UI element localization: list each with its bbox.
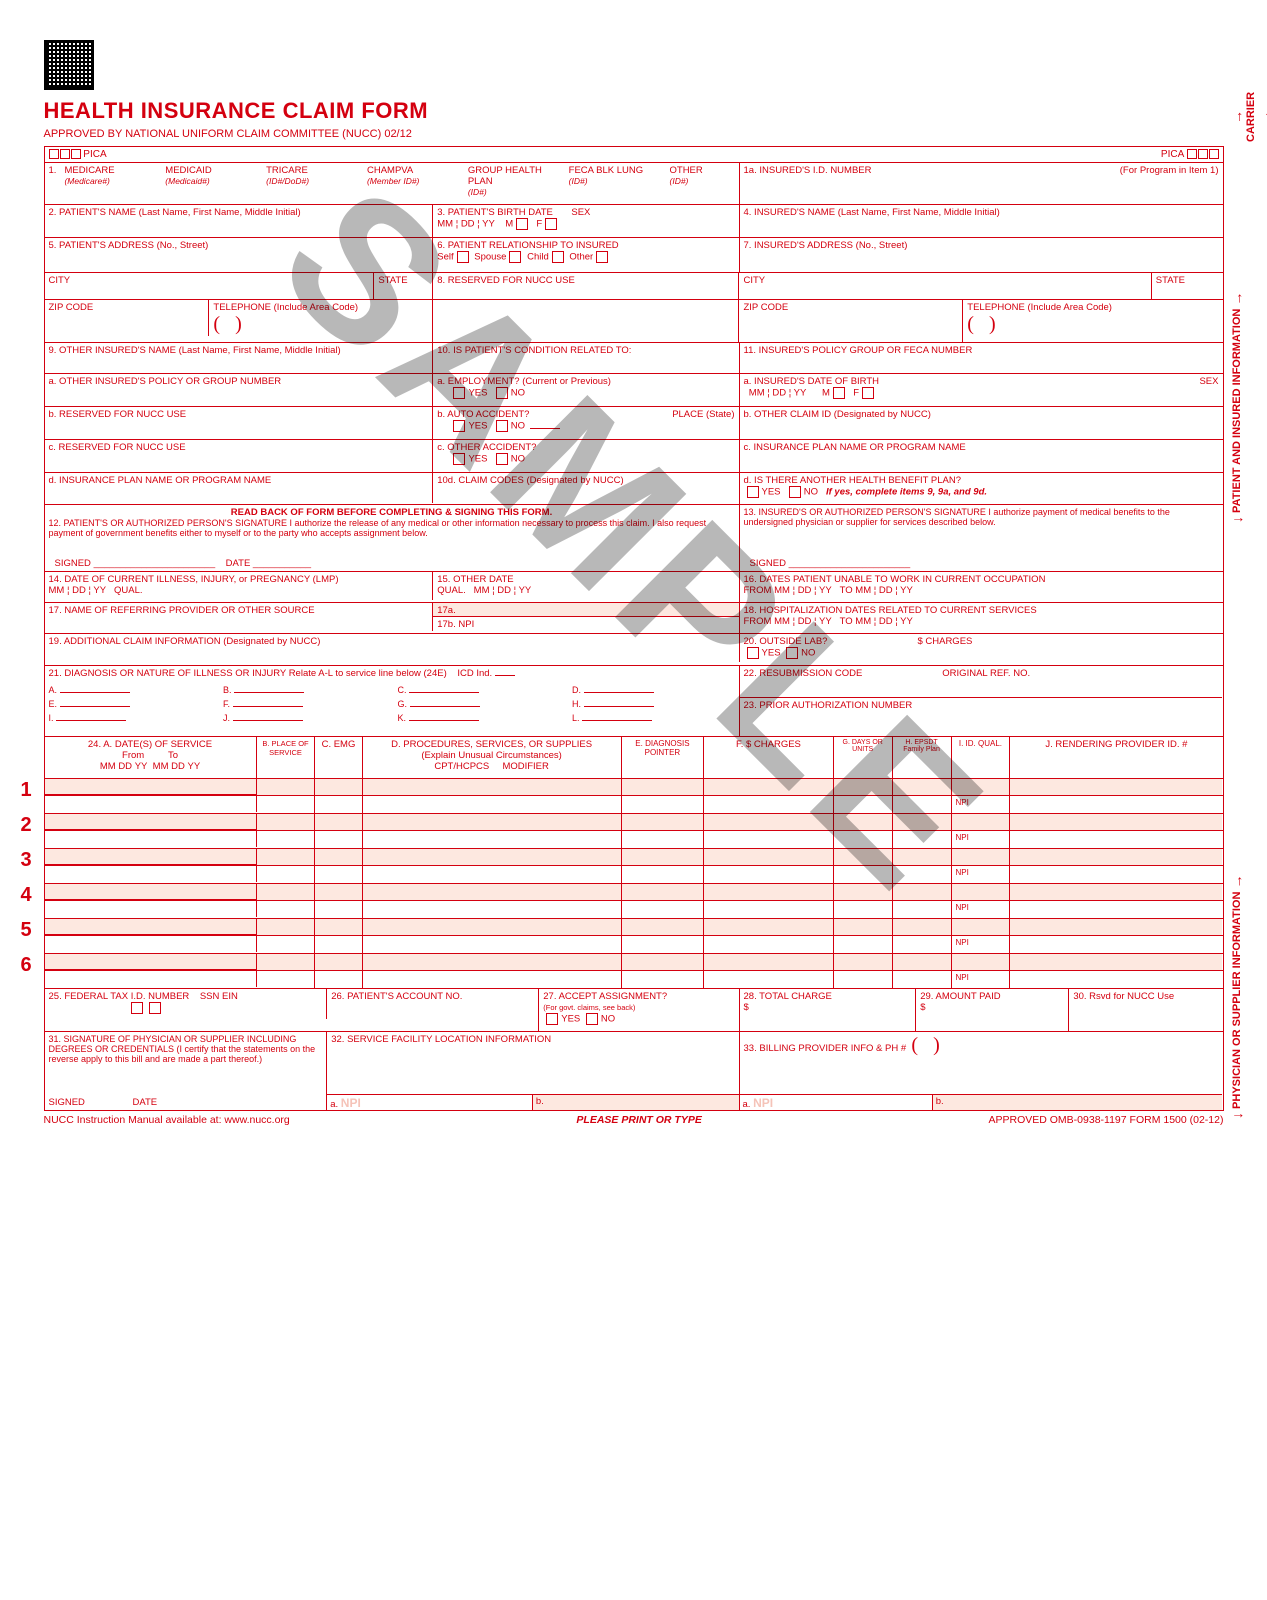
diag-field[interactable]: J.	[223, 713, 386, 723]
box-24e-hdr: E. DIAGNOSIS POINTER	[622, 737, 704, 778]
box-12[interactable]: READ BACK OF FORM BEFORE COMPLETING & SI…	[45, 505, 740, 571]
diag-field[interactable]: C.	[398, 685, 561, 695]
box-5[interactable]: 5. PATIENT'S ADDRESS (No., Street)	[45, 238, 434, 272]
pica-row: PICA PICA	[45, 147, 1223, 163]
box-1a[interactable]: 1a. INSURED'S I.D. NUMBER(For Program in…	[740, 163, 1223, 204]
box-24c-hdr: C. EMG	[315, 737, 362, 778]
box-9b: b. RESERVED FOR NUCC USE	[45, 407, 434, 439]
service-row-line2[interactable]: NPI	[45, 971, 1223, 989]
box-9a[interactable]: a. OTHER INSURED'S POLICY OR GROUP NUMBE…	[45, 374, 434, 406]
box-21[interactable]: 21. DIAGNOSIS OR NATURE OF ILLNESS OR IN…	[45, 666, 740, 736]
form-footer: NUCC Instruction Manual available at: ww…	[44, 1114, 1224, 1126]
box-16[interactable]: 16. DATES PATIENT UNABLE TO WORK IN CURR…	[740, 572, 1223, 602]
box-5-city[interactable]: CITY	[45, 273, 375, 299]
box-11c[interactable]: c. INSURANCE PLAN NAME OR PROGRAM NAME	[740, 440, 1223, 472]
box-20[interactable]: 20. OUTSIDE LAB?$ CHARGESYES NO	[740, 634, 1223, 665]
service-row-line2[interactable]: NPI	[45, 901, 1223, 919]
box-11[interactable]: 11. INSURED'S POLICY GROUP OR FECA NUMBE…	[740, 343, 1223, 373]
box-7-city[interactable]: CITY	[739, 273, 1151, 299]
claim-form: → CARRIER → ↓ PATIENT AND INSURED INFORM…	[44, 146, 1224, 1111]
box-4[interactable]: 4. INSURED'S NAME (Last Name, First Name…	[740, 205, 1223, 237]
box-6[interactable]: 6. PATIENT RELATIONSHIP TO INSURED Self …	[433, 238, 739, 272]
diag-field[interactable]: H.	[572, 699, 735, 709]
box-32[interactable]: 32. SERVICE FACILITY LOCATION INFORMATIO…	[327, 1032, 739, 1110]
service-row-line2[interactable]: NPI	[45, 831, 1223, 849]
diag-field[interactable]: D.	[572, 685, 735, 695]
box-17[interactable]: 17. NAME OF REFERRING PROVIDER OR OTHER …	[45, 603, 434, 631]
box-10: 10. IS PATIENT'S CONDITION RELATED TO:	[433, 343, 739, 373]
box-31[interactable]: 31. SIGNATURE OF PHYSICIAN OR SUPPLIER I…	[45, 1032, 328, 1110]
box-8: 8. RESERVED FOR NUCC USE	[433, 273, 739, 299]
qr-code	[44, 40, 94, 90]
box-10c[interactable]: c. OTHER ACCIDENT? YES NO	[433, 440, 739, 472]
box-1: 1. MEDICARE(Medicare#) MEDICAID(Medicaid…	[45, 163, 740, 204]
diag-field[interactable]: E.	[49, 699, 212, 709]
box-30: 30. Rsvd for NUCC Use	[1069, 989, 1222, 1031]
box-28[interactable]: 28. TOTAL CHARGE$	[740, 989, 917, 1031]
box-26[interactable]: 26. PATIENT'S ACCOUNT NO.	[327, 989, 539, 1031]
diag-field[interactable]: G.	[398, 699, 561, 709]
service-row[interactable]: 6	[45, 954, 1223, 971]
box-24b-hdr: B. PLACE OF SERVICE	[257, 737, 316, 778]
box-15[interactable]: 15. OTHER DATEQUAL. MM ¦ DD ¦ YY	[433, 572, 739, 602]
box-9[interactable]: 9. OTHER INSURED'S NAME (Last Name, Firs…	[45, 343, 434, 373]
service-row[interactable]: 3	[45, 849, 1223, 866]
box-13[interactable]: 13. INSURED'S OR AUTHORIZED PERSON'S SIG…	[740, 505, 1223, 571]
box-24i-hdr: I. ID. QUAL.	[952, 737, 1011, 778]
box-17ab[interactable]: 17a. 17b. NPI	[433, 603, 739, 633]
box-18[interactable]: 18. HOSPITALIZATION DATES RELATED TO CUR…	[740, 603, 1223, 633]
diag-field[interactable]: B.	[223, 685, 386, 695]
box-7-state[interactable]: STATE	[1152, 273, 1223, 299]
box-10d[interactable]: 10d. CLAIM CODES (Designated by NUCC)	[433, 473, 739, 504]
box-10a[interactable]: a. EMPLOYMENT? (Current or Previous) YES…	[433, 374, 739, 406]
side-label-physician: ↓ PHYSICIAN OR SUPPLIER INFORMATION →	[1229, 847, 1245, 1147]
service-row[interactable]: 1	[45, 779, 1223, 796]
box-7-zip[interactable]: ZIP CODE	[739, 300, 963, 342]
box-9c: c. RESERVED FOR NUCC USE	[45, 440, 434, 472]
box-5-state[interactable]: STATE	[374, 273, 433, 299]
service-row[interactable]: 2	[45, 814, 1223, 831]
form-subtitle: APPROVED BY NATIONAL UNIFORM CLAIM COMMI…	[44, 128, 1224, 140]
service-row[interactable]: 5	[45, 919, 1223, 936]
service-row[interactable]: 4	[45, 884, 1223, 901]
box-19[interactable]: 19. ADDITIONAL CLAIM INFORMATION (Design…	[45, 634, 740, 662]
box-7-tel[interactable]: TELEPHONE (Include Area Code)( )	[963, 300, 1222, 342]
side-label-patient: ↓ PATIENT AND INSURED INFORMATION →	[1229, 257, 1245, 557]
box-2[interactable]: 2. PATIENT'S NAME (Last Name, First Name…	[45, 205, 434, 237]
box-24d-hdr: D. PROCEDURES, SERVICES, OR SUPPLIES(Exp…	[363, 737, 622, 778]
box-22-23[interactable]: 22. RESUBMISSION CODEORIGINAL REF. NO. 2…	[740, 666, 1223, 736]
box-11d[interactable]: d. IS THERE ANOTHER HEALTH BENEFIT PLAN?…	[740, 473, 1223, 504]
service-row-line2[interactable]: NPI	[45, 936, 1223, 954]
box-24h-hdr: H. EPSDT Family Plan	[893, 737, 952, 778]
box-10b[interactable]: b. AUTO ACCIDENT?PLACE (State) YES NO	[433, 407, 739, 439]
diag-field[interactable]: I.	[49, 713, 212, 723]
box-24a-hdr: 24. A. DATE(S) OF SERVICEFrom ToMM DD YY…	[45, 737, 257, 778]
box-33[interactable]: 33. BILLING PROVIDER INFO & PH # ( ) a. …	[740, 1032, 1223, 1110]
diag-field[interactable]: L.	[572, 713, 735, 723]
service-row-line2[interactable]: NPI	[45, 866, 1223, 884]
box-27[interactable]: 27. ACCEPT ASSIGNMENT?(For govt. claims,…	[539, 989, 739, 1031]
box-24g-hdr: G. DAYS OR UNITS	[834, 737, 893, 778]
diag-field[interactable]: K.	[398, 713, 561, 723]
box-3[interactable]: 3. PATIENT'S BIRTH DATE SEX MM ¦ DD ¦ YY…	[433, 205, 739, 237]
box-24f-hdr: F. $ CHARGES	[704, 737, 834, 778]
box-24j-hdr: J. RENDERING PROVIDER ID. #	[1010, 737, 1222, 778]
box-29[interactable]: 29. AMOUNT PAID$	[916, 989, 1069, 1031]
box-7[interactable]: 7. INSURED'S ADDRESS (No., Street)	[740, 238, 1223, 272]
service-row-line2[interactable]: NPI	[45, 796, 1223, 814]
box-5-zip[interactable]: ZIP CODE	[45, 300, 210, 336]
box-11a[interactable]: a. INSURED'S DATE OF BIRTHSEX MM ¦ DD ¦ …	[740, 374, 1223, 406]
box-9d[interactable]: d. INSURANCE PLAN NAME OR PROGRAM NAME	[45, 473, 434, 503]
box-11b[interactable]: b. OTHER CLAIM ID (Designated by NUCC)	[740, 407, 1223, 439]
form-title: HEALTH INSURANCE CLAIM FORM	[44, 98, 1224, 124]
box-25[interactable]: 25. FEDERAL TAX I.D. NUMBER SSN EIN	[45, 989, 328, 1019]
side-label-carrier: → CARRIER →	[1229, 92, 1245, 142]
box-5-tel[interactable]: TELEPHONE (Include Area Code)( )	[209, 300, 433, 342]
diag-field[interactable]: F.	[223, 699, 386, 709]
box-14[interactable]: 14. DATE OF CURRENT ILLNESS, INJURY, or …	[45, 572, 434, 600]
diag-field[interactable]: A.	[49, 685, 212, 695]
